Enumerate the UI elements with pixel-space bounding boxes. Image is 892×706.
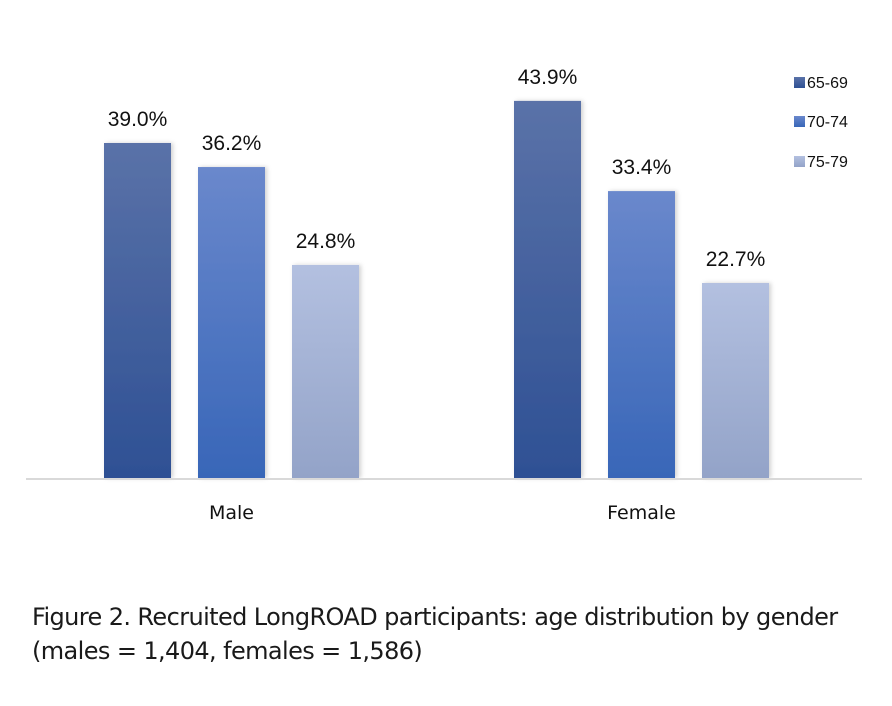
legend: 65-69 70-74 75-79 xyxy=(794,75,848,171)
value-label-male-70-74: 36.2% xyxy=(202,132,262,155)
value-labels-group: 39.0% 36.2% 24.8% 43.9% 33.4% 22.7% xyxy=(108,66,766,271)
value-label-female-65-69: 43.9% xyxy=(518,66,578,89)
legend-label-65-69: 65-69 xyxy=(807,75,848,92)
bar-male-75-79 xyxy=(292,264,359,478)
bar-male-65-69 xyxy=(104,142,171,479)
legend-swatch-75-79 xyxy=(794,156,805,167)
value-label-male-65-69: 39.0% xyxy=(108,108,168,131)
value-label-female-75-79: 22.7% xyxy=(706,248,766,271)
category-labels-group: Male Female xyxy=(209,502,676,524)
bar-chart: 39.0% 36.2% 24.8% 43.9% 33.4% 22.7% Male Femal… xyxy=(26,66,862,524)
legend-label-75-79: 75-79 xyxy=(807,154,848,171)
bar-male-70-74 xyxy=(198,167,265,479)
bars-group xyxy=(104,100,769,479)
value-label-female-70-74: 33.4% xyxy=(612,156,672,179)
legend-swatch-65-69 xyxy=(794,77,805,88)
value-label-male-75-79: 24.8% xyxy=(296,230,356,253)
bar-female-75-79 xyxy=(702,283,769,478)
bar-female-65-69 xyxy=(514,100,581,479)
legend-label-70-74: 70-74 xyxy=(807,114,848,131)
legend-swatch-70-74 xyxy=(794,116,805,127)
bar-female-70-74 xyxy=(608,191,675,478)
category-label-female: Female xyxy=(607,502,676,524)
figure-caption: Figure 2. Recruited LongROAD participant… xyxy=(32,603,838,665)
category-label-male: Male xyxy=(209,502,254,524)
